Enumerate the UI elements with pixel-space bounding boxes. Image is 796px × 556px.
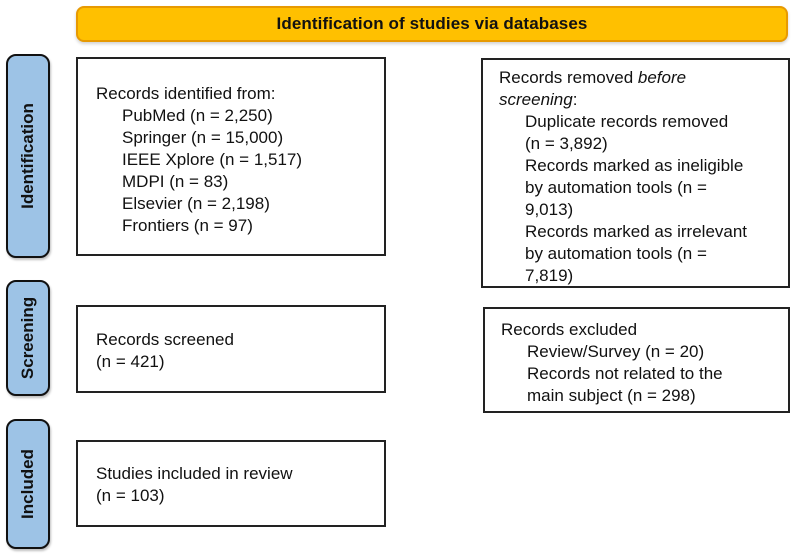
box-line: Springer (n = 15,000) xyxy=(122,128,284,147)
box-line: Records identified from: xyxy=(96,84,276,103)
header-banner: Identification of studies via databases xyxy=(76,6,788,42)
box-line: by automation tools (n = xyxy=(525,244,707,263)
box-line: Review/Survey (n = 20) xyxy=(527,342,705,361)
box-line: screening: xyxy=(499,90,578,109)
box-line: Records screened xyxy=(96,330,234,349)
box-line: 7,819) xyxy=(525,266,574,285)
stage-label-screening-text: Screening xyxy=(18,296,38,380)
box-records-removed-before-screening: Records removed before screening: Duplicat… xyxy=(481,58,790,288)
box-line: Records marked as irrelevant xyxy=(525,222,748,241)
stage-label-included-text: Included xyxy=(18,449,37,519)
box-line: Records marked as ineligible xyxy=(525,156,744,175)
box-line: Records not related to the xyxy=(527,364,723,383)
header-title: Identification of studies via databases xyxy=(276,14,588,33)
box-line: IEEE Xplore (n = 1,517) xyxy=(122,150,303,169)
box-line: main subject (n = 298) xyxy=(527,386,696,405)
box-records-identified: Records identified from: PubMed (n = 2,25… xyxy=(76,57,386,256)
box-line: by automation tools (n = xyxy=(525,178,707,197)
box-line: (n = 3,892) xyxy=(525,134,608,153)
box-line: Records removed before xyxy=(499,68,687,87)
box-line: Elsevier (n = 2,198) xyxy=(122,194,270,213)
box-line: Frontiers (n = 97) xyxy=(122,216,253,235)
box-records-excluded: Records excluded Review/Survey (n = 20) Re… xyxy=(483,307,790,413)
stage-label-included: Included xyxy=(6,419,50,549)
box-line: PubMed (n = 2,250) xyxy=(122,106,273,125)
box-line: Records excluded xyxy=(501,320,638,339)
stage-label-screening: Screening xyxy=(6,280,50,396)
box-records-screened: Records screened (n = 421) xyxy=(76,305,386,393)
box-studies-included-in-review: Studies included in review (n = 103) xyxy=(76,440,386,527)
box-line: (n = 421) xyxy=(96,352,165,371)
box-line: (n = 103) xyxy=(96,486,165,505)
box-line: 9,013) xyxy=(525,200,574,219)
box-line: MDPI (n = 83) xyxy=(122,172,229,191)
box-line: Studies included in review xyxy=(96,464,293,483)
stage-label-identification: Identification xyxy=(6,54,50,258)
box-line: Duplicate records removed xyxy=(525,112,729,131)
stage-label-identification-text: Identification xyxy=(18,103,37,209)
